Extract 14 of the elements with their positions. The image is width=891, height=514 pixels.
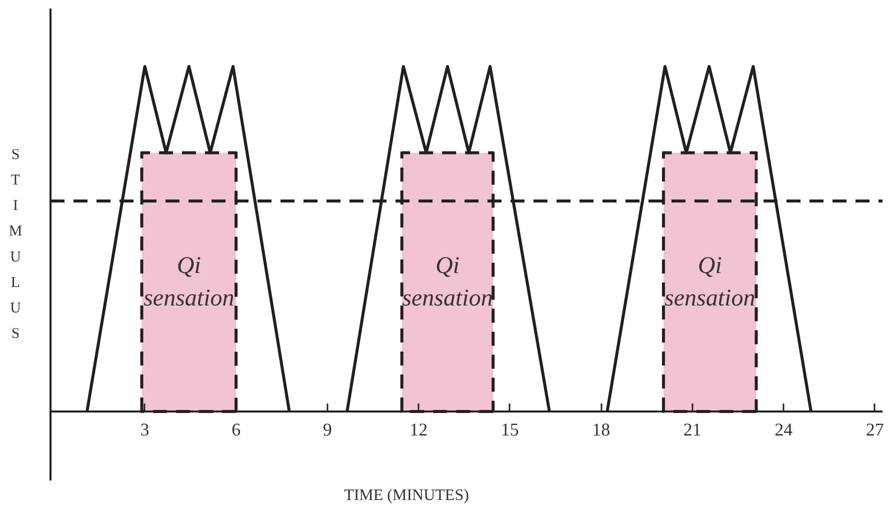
y-axis-title: STIMULUS <box>8 146 22 342</box>
x-tick-label: 18 <box>592 420 610 440</box>
x-tick-label: 27 <box>866 420 884 440</box>
x-tick-label: 3 <box>140 420 150 440</box>
x-tick-label: 9 <box>322 420 332 440</box>
series-label: Qi sensation <box>664 252 756 312</box>
x-tick-label: 6 <box>232 420 241 440</box>
x-tick-label: 12 <box>410 420 428 440</box>
x-tick-label: 24 <box>774 420 793 440</box>
x-tick-label: 15 <box>500 420 519 440</box>
x-tick-label: 21 <box>683 420 702 440</box>
x-axis-title: TIME (MINUTES) <box>344 487 469 504</box>
series-label: Qi sensation <box>402 252 493 312</box>
series-label: Qi sensation <box>144 252 234 312</box>
